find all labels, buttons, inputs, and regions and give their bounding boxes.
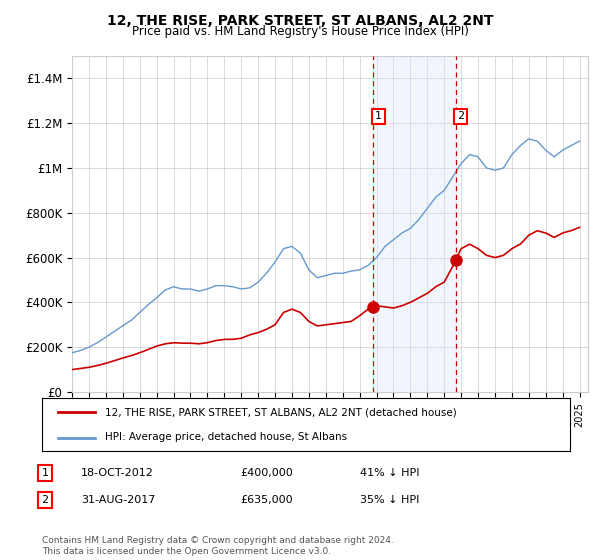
Text: Price paid vs. HM Land Registry's House Price Index (HPI): Price paid vs. HM Land Registry's House … <box>131 25 469 38</box>
Text: 12, THE RISE, PARK STREET, ST ALBANS, AL2 2NT: 12, THE RISE, PARK STREET, ST ALBANS, AL… <box>107 14 493 28</box>
Text: HPI: Average price, detached house, St Albans: HPI: Average price, detached house, St A… <box>106 432 347 442</box>
Text: 2: 2 <box>457 111 464 122</box>
Text: 18-OCT-2012: 18-OCT-2012 <box>81 468 154 478</box>
Text: £400,000: £400,000 <box>240 468 293 478</box>
Text: Contains HM Land Registry data © Crown copyright and database right 2024.
This d: Contains HM Land Registry data © Crown c… <box>42 536 394 556</box>
Text: 1: 1 <box>375 111 382 122</box>
Text: 12, THE RISE, PARK STREET, ST ALBANS, AL2 2NT (detached house): 12, THE RISE, PARK STREET, ST ALBANS, AL… <box>106 408 457 418</box>
Text: £635,000: £635,000 <box>240 495 293 505</box>
Text: 41% ↓ HPI: 41% ↓ HPI <box>360 468 419 478</box>
Text: 35% ↓ HPI: 35% ↓ HPI <box>360 495 419 505</box>
Text: 1: 1 <box>41 468 49 478</box>
Text: 31-AUG-2017: 31-AUG-2017 <box>81 495 155 505</box>
Bar <box>373 56 455 392</box>
Text: 2: 2 <box>41 495 49 505</box>
